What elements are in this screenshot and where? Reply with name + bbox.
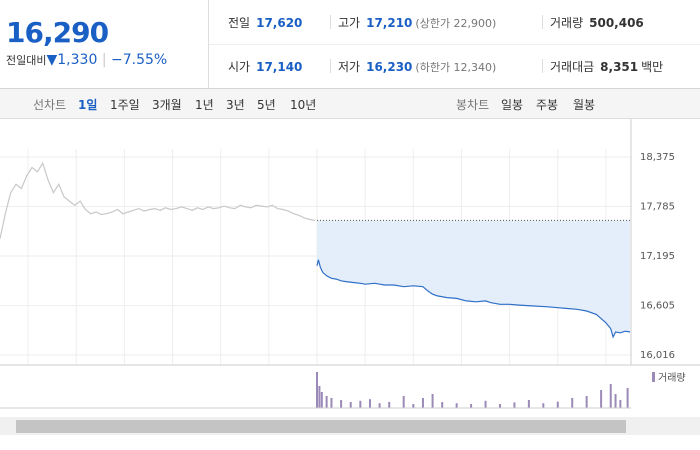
item-label: 고가 [338,16,361,30]
y-tick-label: 16,016 [640,350,675,361]
volume-bar [441,402,444,408]
chart-tabs: 선차트 1일 1주일 3개월 1년 3년 5년 10년 봉차트 일봉 주봉 월봉 [0,89,700,119]
y-tick-label: 16,605 [640,301,675,312]
volume-bar [330,398,333,408]
item-sub: (상한가 22,900) [415,17,497,30]
volume-bar [527,400,530,408]
volume-bar [513,402,516,408]
volume-bar [421,398,424,408]
item-value: 8,351 [600,60,639,74]
volume-bar [325,396,328,408]
quote-item: 전일 17,620 [228,14,302,31]
volume-bar [359,400,362,408]
item-label: 저가 [338,60,361,74]
volume-bar [626,388,629,408]
volume-bar [320,392,323,408]
volume-bar [619,400,622,408]
change-value: 1,330 [57,52,98,68]
tab-group-label: 선차트 [33,98,67,112]
scrollbar-thumb[interactable] [16,420,626,433]
volume-bar [542,403,545,408]
price-box: 16,290 전일대비▼1,330 | −7.55% [0,0,209,88]
volume-bar [585,396,588,408]
tab[interactable]: 주봉 [536,98,559,112]
volume-bar [484,400,487,408]
volume-bar [600,390,603,408]
tab[interactable]: 1주일 [110,98,140,112]
quote-panel: 16,290 전일대비▼1,330 | −7.55% 전일 17,620 고가 17,… [0,0,700,89]
chart: 10:0011:0012:0013:0014:0015:0018,37517,7… [0,119,700,435]
item-sub: (하한가 12,340) [415,61,497,74]
volume-bar [378,403,381,408]
separator [542,59,543,73]
item-label: 전일 [228,16,251,30]
separator [330,59,331,73]
legend-swatch [652,372,655,382]
item-value: 17,140 [256,60,303,74]
tab[interactable]: 1일 [78,98,98,112]
current-price: 16,290 [6,16,109,49]
separator [542,15,543,29]
volume-bar [340,400,343,408]
volume-bar [431,394,434,408]
volume-bar [412,404,415,408]
quote-item: 거래량 500,406 [550,14,644,31]
volume-bar [455,403,458,408]
quote-item: 저가 16,230 (하한가 12,340) [338,58,496,75]
volume-bar [368,399,371,408]
item-label: 거래대금 [550,60,595,74]
change-pct: −7.55% [110,52,168,68]
volume-bar [318,386,321,408]
area [317,220,630,337]
item-label: 거래량 [550,16,584,30]
volume-bar [609,384,612,408]
tab[interactable]: 10년 [290,98,317,112]
quote-item: 고가 17,210 (상한가 22,900) [338,14,496,31]
tab-group-label: 봉차트 [456,98,490,112]
separator [330,15,331,29]
tab[interactable]: 일봉 [501,98,524,112]
volume-bar [614,394,617,408]
price-line [316,259,631,339]
volume-bar [402,396,405,408]
tab[interactable]: 3년 [226,98,245,112]
item-value: 17,210 [366,16,413,30]
volume-bar [316,372,318,408]
volume-bar [556,401,559,408]
row-divider [209,44,700,45]
item-value: 17,620 [256,16,303,30]
quote-item: 시가 17,140 [228,58,302,75]
item-label: 시가 [228,60,251,74]
change-row: 전일대비▼1,330 | −7.55% [6,52,168,68]
change-label: 전일대비 [6,54,47,67]
legend-label: 거래량 [658,372,686,384]
quote-item: 거래대금 8,351 백만 [550,58,663,75]
item-value: 16,230 [366,60,413,74]
volume-bar [349,402,352,408]
y-tick-label: 17,785 [640,202,675,213]
volume-bar [498,404,501,408]
y-tick-label: 18,375 [640,152,675,163]
volume-bar [470,404,473,408]
tab[interactable]: 월봉 [573,98,596,112]
item-value: 500,406 [589,16,644,30]
tab[interactable]: 3개월 [152,98,182,112]
tab[interactable]: 1년 [195,98,214,112]
tab[interactable]: 5년 [257,98,276,112]
volume-bar [571,398,574,408]
y-tick-label: 17,195 [640,251,675,262]
volume-bar [388,402,391,408]
item-unit: 백만 [641,60,664,74]
price-line [0,161,316,239]
